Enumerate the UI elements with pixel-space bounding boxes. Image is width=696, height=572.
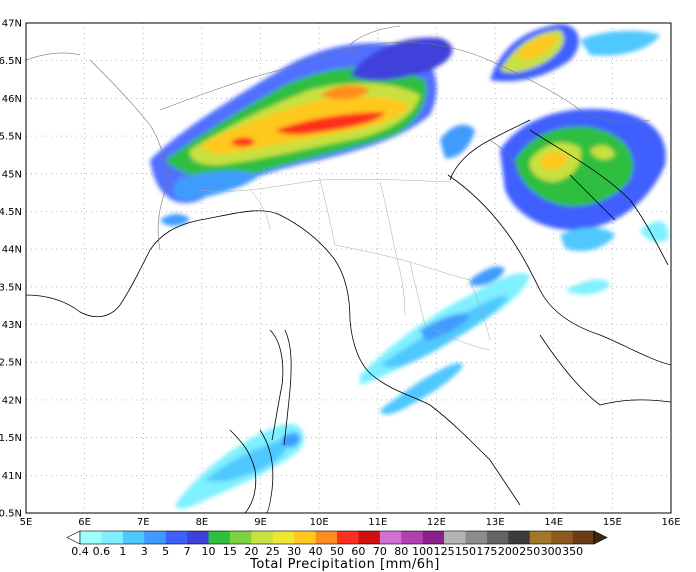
coastlines	[26, 119, 671, 513]
colorbar-tick-label: 50	[330, 545, 344, 558]
colorbar-swatch	[187, 531, 209, 544]
precipitation-field	[150, 24, 669, 509]
lat-label: 4.5N	[0, 207, 22, 218]
colorbar-swatch	[122, 531, 145, 544]
colorbar-tick-label: 25	[266, 545, 280, 558]
colorbar-tick-label: 125	[434, 545, 455, 558]
lat-label: 41N	[2, 471, 22, 482]
colorbar-tick-label: 150	[455, 545, 476, 558]
legend-title: Total Precipitation [mm/6h]	[249, 557, 440, 572]
colorbar-swatch	[444, 531, 466, 544]
lat-label: 43N	[2, 320, 22, 331]
colorbar-swatch	[315, 531, 338, 544]
colorbar-min-arrow	[66, 530, 81, 545]
colorbar-swatch	[208, 531, 231, 544]
colorbar-swatch	[144, 531, 166, 544]
colorbar-tick-label: 1	[119, 545, 126, 558]
lat-label: 44N	[2, 245, 22, 256]
colorbar-tick-label: 10	[202, 545, 216, 558]
lat-label: 1.5N	[0, 433, 22, 444]
colorbar-swatch	[401, 531, 423, 544]
lat-label: 42N	[2, 395, 22, 406]
lon-label: 7E	[137, 517, 150, 528]
colorbar-swatch	[465, 531, 488, 544]
lat-label: 45N	[2, 169, 22, 180]
colorbar-tick-label: 20	[244, 545, 258, 558]
colorbar-swatch	[379, 531, 402, 544]
lat-label: 3.5N	[0, 282, 22, 293]
colorbar-tick-label: 250	[519, 545, 540, 558]
lat-label: 46N	[2, 94, 22, 105]
colorbar-swatch	[486, 531, 509, 544]
country-borders	[26, 25, 651, 251]
colorbar-tick-label: 5	[162, 545, 169, 558]
colorbar-tick-label: 200	[498, 545, 519, 558]
lon-label: 14E	[544, 517, 563, 528]
colorbar-swatch	[165, 531, 188, 544]
colorbar-tick-label: 100	[412, 545, 433, 558]
lon-label: 8E	[196, 517, 209, 528]
colorbar-outline	[79, 530, 595, 545]
colorbar-tick-label: 30	[287, 545, 301, 558]
map-border	[25, 22, 672, 514]
colorbar-tick-label: 3	[141, 545, 148, 558]
lon-label: 11E	[368, 517, 387, 528]
colorbar-swatch	[272, 531, 295, 544]
colorbar-tick-label: 15	[223, 545, 237, 558]
colorbar-legend: 0.4 0.6 1 3 5 7 10 15 20 25 30 40 50 60 70 80 100 125 150 1…	[66, 530, 608, 558]
colorbar-tick-label: 0.6	[93, 545, 111, 558]
colorbar-swatch	[508, 531, 531, 544]
lon-label: 5E	[20, 517, 33, 528]
lon-label: 6E	[78, 517, 91, 528]
colorbar-swatch	[337, 531, 359, 544]
colorbar-tick-label: 80	[394, 545, 408, 558]
colorbar-tick-label: 300	[541, 545, 562, 558]
colorbar-swatch	[572, 531, 595, 544]
lat-label: 6.5N	[0, 56, 22, 67]
colorbar-tick-label: 350	[562, 545, 583, 558]
colorbar-swatch	[529, 531, 552, 544]
colorbar-tick-label: 70	[373, 545, 387, 558]
colorbar-swatch	[294, 531, 316, 544]
lon-label: 13E	[486, 517, 505, 528]
latitude-labels: 47N 6.5N 46N 5.5N 45N 4.5N 44N 3.5N 43N 2.5N 42N 1.…	[0, 19, 22, 520]
lat-label: 2.5N	[0, 358, 22, 369]
colorbar-tick-label: 40	[309, 545, 323, 558]
colorbar-swatch	[358, 531, 381, 544]
colorbar-tick-label: 7	[184, 545, 191, 558]
colorbar-tick-label: 0.4	[71, 545, 89, 558]
colorbar-swatch	[551, 531, 573, 544]
lon-label: 10E	[310, 517, 329, 528]
colorbar-swatch	[101, 531, 124, 544]
lat-label: 5.5N	[0, 132, 22, 143]
colorbar-tick-label: 175	[476, 545, 497, 558]
lon-label: 12E	[427, 517, 446, 528]
lat-label: 0.5N	[0, 509, 22, 520]
lon-label: 9E	[254, 517, 267, 528]
lon-label: 15E	[603, 517, 622, 528]
colorbar-swatch	[422, 531, 445, 544]
region-borders	[199, 178, 491, 351]
colorbar-tick-label: 60	[351, 545, 365, 558]
lon-label: 16E	[661, 517, 680, 528]
colorbar-swatch	[80, 531, 102, 544]
longitude-labels: 5E 6E 7E 8E 9E 10E 11E 12E 13E 14E 15E 16E	[20, 517, 681, 528]
colorbar-max-arrow	[593, 530, 608, 545]
colorbar-swatch	[229, 531, 252, 544]
lat-label: 47N	[2, 19, 22, 30]
colorbar-swatch	[251, 531, 274, 544]
